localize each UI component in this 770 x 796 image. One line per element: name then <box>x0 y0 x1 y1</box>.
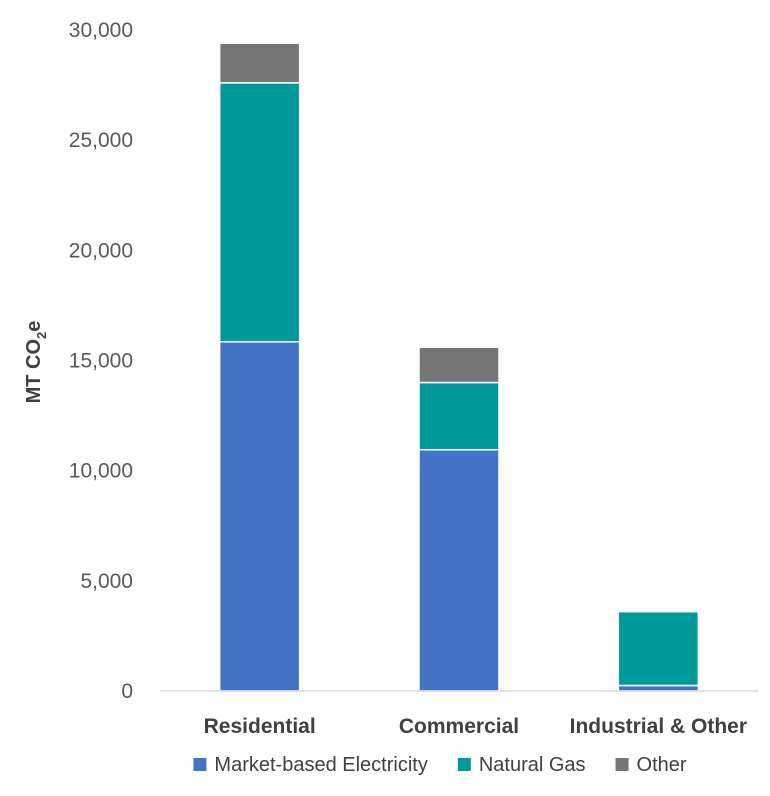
bar-segment <box>617 684 700 692</box>
bar-segment <box>218 42 301 84</box>
bar-segment <box>418 448 500 692</box>
x-category-label: Residential <box>204 715 316 738</box>
x-category-label: Industrial & Other <box>570 715 747 738</box>
legend-label: Market-based Electricity <box>214 754 427 776</box>
bar-segment <box>218 82 301 343</box>
bars <box>218 42 700 692</box>
bar-segment <box>617 610 700 687</box>
x-category-label: Commercial <box>399 715 519 738</box>
y-axis-ticks: 0 5,000 10,000 15,000 20,000 25,000 30,000 <box>69 19 133 703</box>
y-tick-label: 5,000 <box>80 570 133 593</box>
y-tick-label: 30,000 <box>69 19 133 42</box>
legend-swatch <box>193 758 207 771</box>
y-tick-label: 25,000 <box>69 129 133 152</box>
y-axis-title-tail: e <box>23 321 45 332</box>
y-axis-title-main: MT CO <box>23 339 45 403</box>
legend-swatch <box>615 758 629 771</box>
y-axis-title-subscript: 2 <box>34 332 49 339</box>
bar-segment <box>418 346 500 384</box>
y-axis-title: MT CO2e <box>23 321 49 404</box>
bar-segment <box>218 341 301 692</box>
y-tick-label: 0 <box>121 680 133 703</box>
y-tick-label: 20,000 <box>69 239 133 262</box>
legend-label: Other <box>637 754 687 776</box>
svg-text:MT CO2e: MT CO2e <box>23 321 49 404</box>
y-tick-label: 10,000 <box>69 460 133 483</box>
legend-swatch <box>457 758 471 771</box>
x-axis-labels: Residential Commercial Industrial & Other <box>204 715 747 738</box>
legend: Market-based Electricity Natural Gas Other <box>193 754 687 776</box>
legend-label: Natural Gas <box>479 754 586 776</box>
y-tick-label: 15,000 <box>69 350 133 373</box>
bar-segment <box>418 381 500 451</box>
